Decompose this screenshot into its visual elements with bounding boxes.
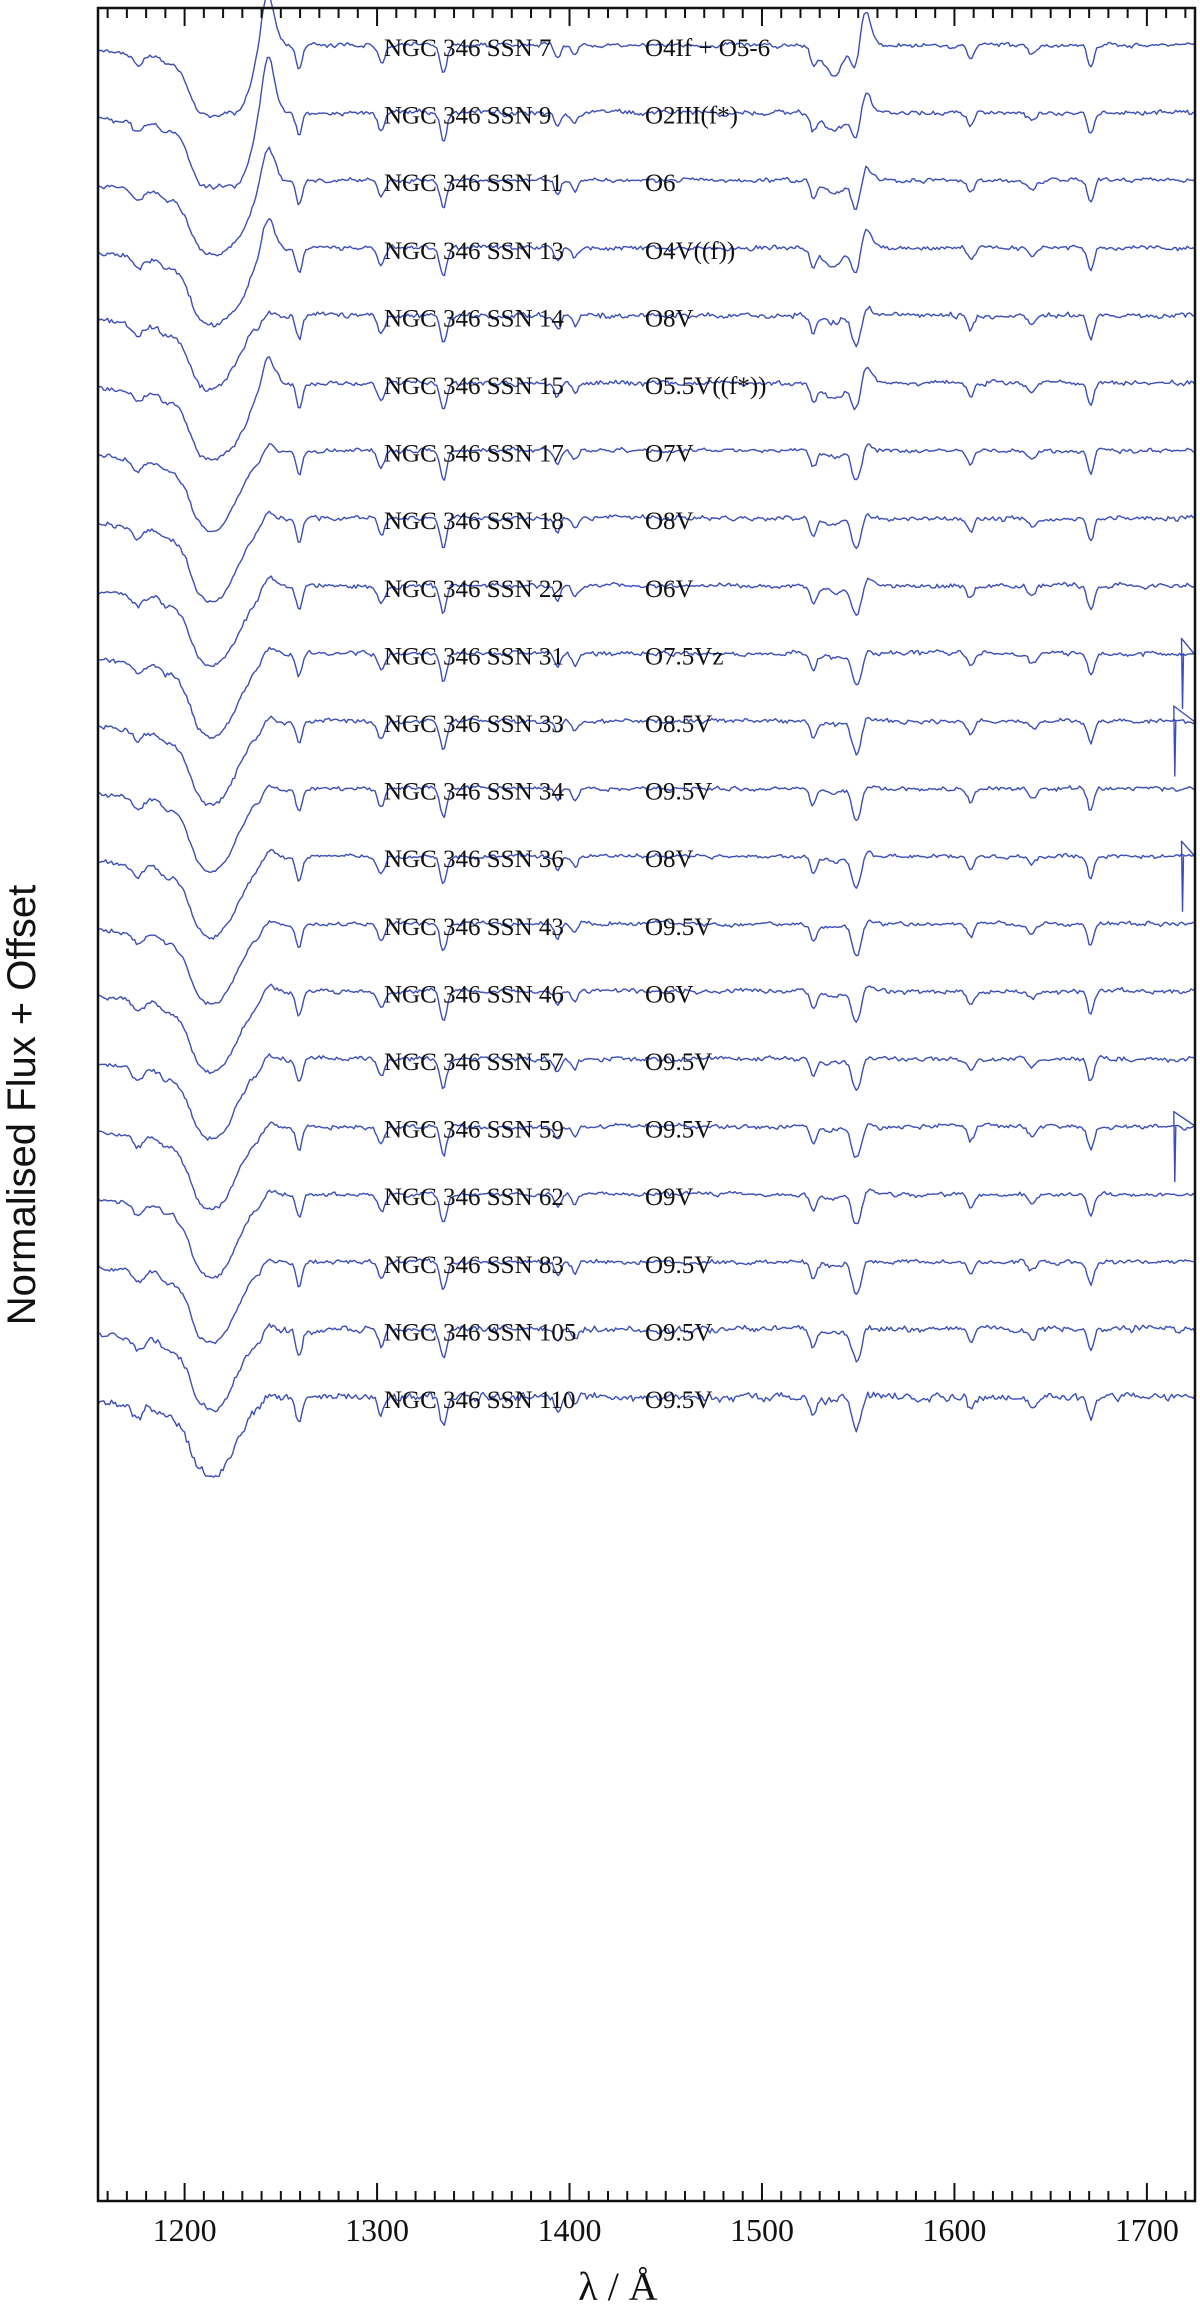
spectral-type-label-4: O4V((f)) (645, 238, 735, 265)
spectral-type-label-12: O9.5V (645, 779, 712, 806)
spectrum-line-10 (97, 637, 1196, 739)
series-name-label-3: NGC 346 SSN 11 (384, 170, 563, 197)
series-name-label-2: NGC 346 SSN 9 (384, 103, 551, 130)
spectral-type-label-2: O2III(f*) (645, 103, 738, 130)
spectral-type-label-19: O9.5V (645, 1252, 712, 1279)
series-name-label-10: NGC 346 SSN 31 (384, 643, 564, 670)
x-tick-label-1500: 1500 (730, 2212, 794, 2248)
spectral-type-label-15: O6V (645, 981, 694, 1008)
spectrum-line-15 (97, 983, 1196, 1075)
spectral-type-label-1: O4If + O5-6 (645, 35, 770, 62)
spectral-type-label-8: O8V (645, 508, 694, 535)
spectral-type-label-7: O7V (645, 441, 694, 468)
spectrum-line-19 (97, 1258, 1196, 1345)
spectral-type-label-16: O9.5V (645, 1049, 712, 1076)
spectrum-line-3 (97, 146, 1196, 257)
x-tick-label-1200: 1200 (153, 2212, 217, 2248)
spectrum-line-16 (97, 1053, 1196, 1141)
spectrum-line-6 (97, 356, 1196, 461)
x-tick-label-1300: 1300 (345, 2212, 409, 2248)
series-name-label-18: NGC 346 SSN 62 (384, 1184, 564, 1211)
spectrum-line-20 (97, 1323, 1196, 1413)
series-name-label-20: NGC 346 SSN 105 (384, 1319, 576, 1346)
x-tick-label-1600: 1600 (922, 2212, 986, 2248)
spectral-type-label-6: O5.5V((f*)) (645, 373, 766, 400)
series-name-label-19: NGC 346 SSN 83 (384, 1252, 564, 1279)
spectral-type-label-18: O9V (645, 1184, 694, 1211)
series-name-label-1: NGC 346 SSN 7 (384, 35, 551, 62)
spectral-type-label-9: O6V (645, 576, 694, 603)
spectrum-line-18 (97, 1188, 1196, 1279)
spectrum-line-8 (97, 510, 1196, 603)
series-name-label-4: NGC 346 SSN 13 (384, 238, 564, 265)
spectrum-line-13 (97, 840, 1196, 940)
spectrum-line-5 (97, 305, 1196, 392)
spectral-type-label-21: O9.5V (645, 1387, 712, 1414)
series-name-label-17: NGC 346 SSN 59 (384, 1117, 564, 1144)
spectrum-line-21 (97, 1391, 1196, 1478)
series-name-label-7: NGC 346 SSN 17 (384, 441, 564, 468)
series-name-label-15: NGC 346 SSN 46 (384, 981, 564, 1008)
x-axis-tick-labels: 1200 1300 1400 1500 1600 1700 (153, 2212, 1179, 2248)
y-axis-label: Normalised Flux + Offset (0, 885, 44, 1326)
series-name-label-21: NGC 346 SSN 110 (384, 1387, 575, 1414)
spectral-type-label-10: O7.5Vz (645, 643, 723, 670)
spectrum-line-4 (97, 218, 1196, 328)
series-name-label-14: NGC 346 SSN 43 (384, 914, 564, 941)
spectrum-line-9 (97, 575, 1196, 668)
series-name-label-5: NGC 346 SSN 14 (384, 305, 564, 332)
spectral-type-label-3: O6 (645, 170, 676, 197)
series-name-label-11: NGC 346 SSN 33 (384, 711, 564, 738)
spectral-type-label-17: O9.5V (645, 1117, 712, 1144)
spectrum-line-12 (98, 784, 1196, 873)
x-axis-ticks (106, 8, 1187, 2201)
series-name-label-8: NGC 346 SSN 18 (384, 508, 564, 535)
plot-area: NGC 346 SSN 7 O4If + O5-6 NGC 346 SSN 9 O2I… (97, 0, 1196, 1478)
spectral-type-label-11: O8.5V (645, 711, 712, 738)
series-name-label-6: NGC 346 SSN 15 (384, 373, 564, 400)
series-name-label-13: NGC 346 SSN 36 (384, 846, 564, 873)
spectrum-line-7 (97, 443, 1196, 533)
series-name-label-16: NGC 346 SSN 57 (384, 1049, 564, 1076)
x-tick-label-1400: 1400 (538, 2212, 602, 2248)
spectrum-line-11 (97, 705, 1196, 806)
spectral-type-label-14: O9.5V (645, 914, 712, 941)
spectral-type-label-13: O8V (645, 846, 694, 873)
spectrum-line-1 (97, 0, 1196, 119)
spectral-type-label-20: O9.5V (645, 1319, 712, 1346)
spectrum-line-14 (98, 919, 1196, 1005)
series-name-label-9: NGC 346 SSN 22 (384, 576, 564, 603)
spectrum-line-2 (97, 56, 1196, 190)
series-name-label-12: NGC 346 SSN 34 (384, 779, 564, 806)
spectrum-line-17 (97, 1110, 1196, 1211)
x-axis-label: λ / Å (578, 2264, 658, 2309)
spectral-type-label-5: O8V (645, 305, 694, 332)
x-tick-label-1700: 1700 (1115, 2212, 1179, 2248)
plot-frame (96, 6, 1197, 2203)
